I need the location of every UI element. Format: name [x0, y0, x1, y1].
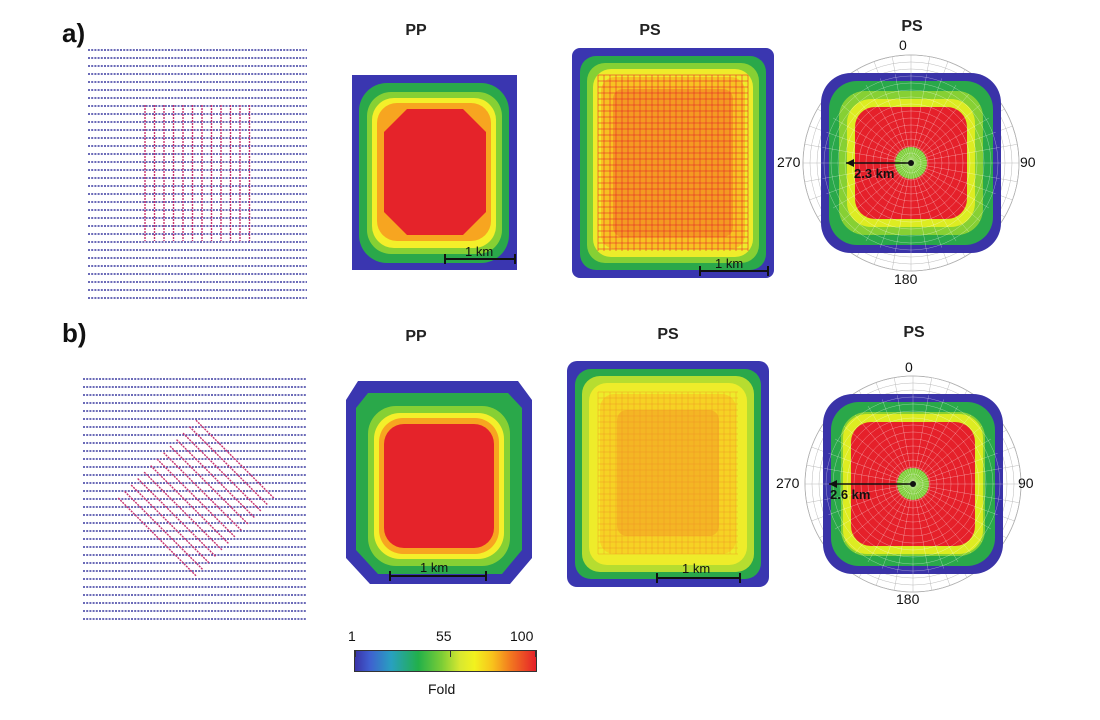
title-ps-a: PS [639, 22, 661, 39]
colorbar-tick-min: 1 [348, 628, 356, 644]
source-line [124, 491, 203, 570]
pp-fold-map-a: 1 km [352, 75, 517, 270]
ps-polar-plot-a: 0 90 180 270 2.3 km [777, 37, 1036, 287]
polar-angle-270-a: 270 [777, 154, 801, 170]
scale-label-ps-b: 1 km [682, 561, 710, 576]
source-line [117, 497, 197, 577]
source-line [182, 432, 262, 512]
polar-radius-label-b: 2.6 km [830, 487, 870, 502]
polar-angle-90-b: 90 [1018, 475, 1034, 491]
polar-angle-180-b: 180 [896, 591, 920, 607]
ps-fold-map-a: 1 km [572, 48, 774, 278]
scale-label-pp-b: 1 km [420, 560, 448, 575]
source-line [156, 458, 236, 538]
title-ps-b: PS [657, 326, 679, 343]
source-line [130, 484, 210, 564]
colorbar-tick-max: 100 [510, 628, 534, 644]
scale-label-ps-a: 1 km [715, 256, 743, 271]
title-pp-b: PP [405, 328, 427, 345]
polar-angle-270-b: 270 [776, 475, 800, 491]
polar-radius-label-a: 2.3 km [854, 166, 894, 181]
layout-diagram-b [83, 378, 306, 620]
source-line [163, 452, 242, 531]
panel-label-a: a) [62, 18, 86, 48]
polar-angle-0-b: 0 [905, 359, 913, 375]
source-line [143, 471, 223, 551]
source-line [176, 439, 255, 518]
polar-angle-0-a: 0 [899, 37, 907, 53]
source-line [150, 465, 229, 544]
layout-diagram-a [88, 49, 307, 299]
source-line [137, 478, 216, 557]
colorbar-label: Fold [428, 681, 456, 697]
colorbar-tick-mid: 55 [436, 628, 452, 644]
polar-angle-90-a: 90 [1020, 154, 1036, 170]
source-line [189, 426, 268, 505]
polar-angle-180-a: 180 [894, 271, 918, 287]
ps-polar-plot-b: 0 90 180 270 2.6 km [776, 359, 1034, 607]
source-line [195, 419, 275, 499]
panel-label-b: b) [62, 318, 87, 348]
fold-colorbar [354, 650, 537, 672]
title-pp-a: PP [405, 22, 427, 39]
title-ps-polar-a: PS [901, 18, 923, 35]
pp-fold-map-b: 1 km [346, 381, 532, 584]
title-ps-polar-b: PS [903, 324, 925, 341]
ps-fold-map-b: 1 km [567, 361, 769, 587]
scale-label-pp-a: 1 km [465, 244, 493, 259]
source-line [169, 445, 249, 525]
